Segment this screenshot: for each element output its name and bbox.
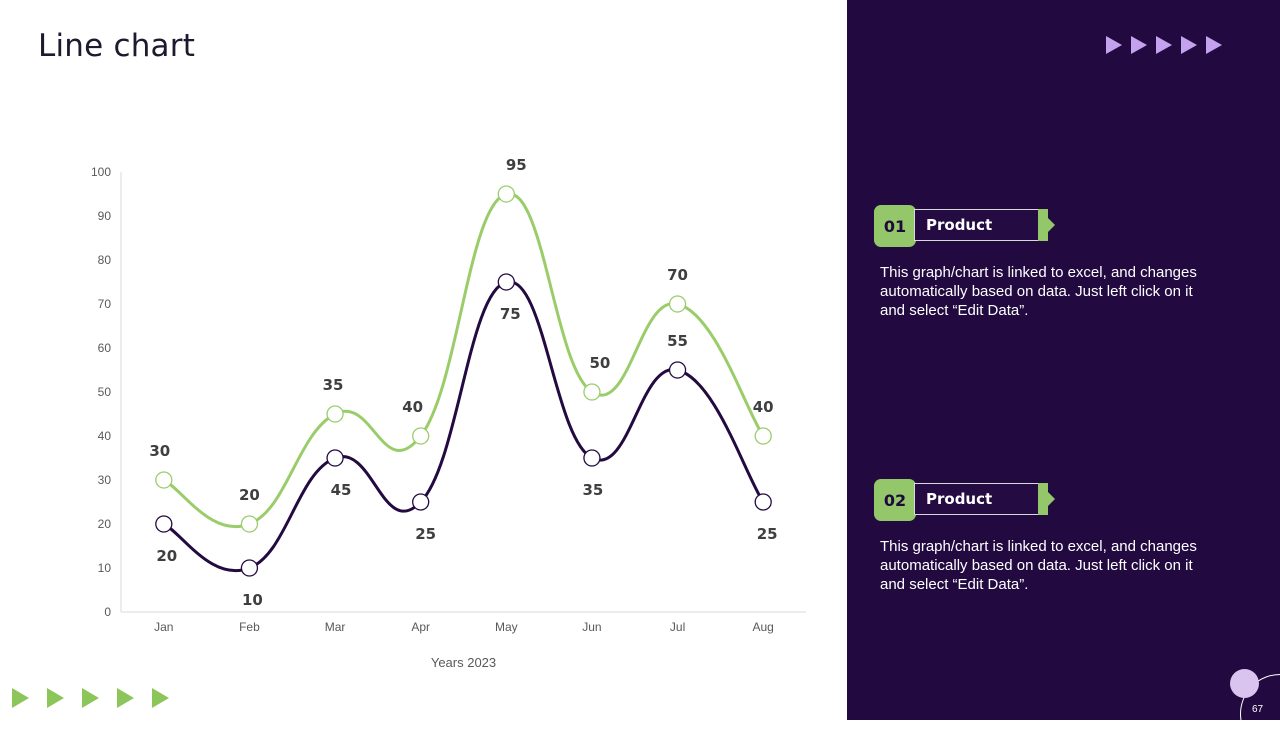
- x-tick-label: Feb: [239, 620, 260, 634]
- product-description-02: This graph/chart is linked to excel, and…: [880, 538, 1197, 593]
- play-arrow-icon: [1206, 36, 1222, 54]
- data-point: [754, 427, 772, 445]
- data-point: [326, 405, 344, 423]
- data-label: 50: [590, 354, 611, 372]
- y-tick-label: 30: [98, 473, 112, 487]
- play-arrow-icon: [1156, 36, 1172, 54]
- series-line-2: [163, 280, 765, 572]
- data-point: [155, 515, 173, 533]
- data-label: 40: [753, 398, 774, 416]
- data-label: 30: [149, 442, 170, 460]
- badge-accent: [1038, 209, 1048, 241]
- badge-label: Product: [926, 490, 993, 508]
- data-label: 35: [583, 481, 604, 499]
- y-tick-label: 40: [98, 429, 112, 443]
- badge-pointer-icon: [1048, 492, 1055, 506]
- right-panel: [847, 0, 1280, 720]
- page-decoration-circle: [1230, 669, 1259, 698]
- y-tick-label: 50: [98, 385, 112, 399]
- y-tick-label: 60: [98, 341, 112, 355]
- data-point: [668, 295, 687, 313]
- product-badge-01: 01 Product: [874, 205, 1074, 247]
- badge-accent: [1038, 483, 1048, 515]
- data-point: [583, 449, 601, 467]
- decorative-arrows-bottom: [12, 688, 169, 708]
- data-point: [412, 427, 430, 445]
- x-tick-label: Jun: [582, 620, 601, 634]
- x-tick-label: Mar: [325, 620, 346, 634]
- x-axis-title: Years 2023: [431, 655, 496, 670]
- line-chart: 0 10 20 30 40 50 60 70 80 90 100 Jan Feb Mar Apr May Jun…: [91, 156, 806, 670]
- page-number: 67: [1252, 704, 1264, 715]
- decorative-arrows-top: [1106, 36, 1222, 54]
- badge-pointer-icon: [1048, 218, 1055, 232]
- data-label: 35: [323, 376, 344, 394]
- y-tick-label: 100: [91, 165, 111, 179]
- badge-label-box: Product: [914, 209, 1055, 241]
- x-tick-label: Apr: [411, 620, 430, 634]
- y-tick-label: 20: [98, 517, 112, 531]
- play-arrow-icon: [152, 688, 169, 708]
- play-arrow-icon: [12, 688, 29, 708]
- product-description-01: This graph/chart is linked to excel, and…: [880, 264, 1197, 319]
- badge-label-box: Product: [914, 483, 1055, 515]
- data-label: 70: [667, 266, 688, 284]
- x-tick-label: Jul: [670, 620, 685, 634]
- y-tick-label: 0: [104, 605, 111, 619]
- x-tick-label: Jan: [154, 620, 173, 634]
- y-tick-label: 90: [98, 209, 112, 223]
- data-point: [326, 449, 344, 467]
- play-arrow-icon: [1181, 36, 1197, 54]
- product-badge-02: 02 Product: [874, 479, 1074, 521]
- badge-label: Product: [926, 216, 993, 234]
- data-label: 20: [156, 547, 177, 565]
- data-point: [240, 559, 259, 577]
- data-point: [668, 361, 687, 379]
- data-point: [155, 471, 173, 489]
- data-label: 75: [500, 305, 521, 323]
- data-label: 40: [402, 398, 423, 416]
- badge-number: 02: [874, 479, 916, 521]
- data-point: [240, 515, 259, 533]
- data-point: [412, 493, 430, 511]
- data-label: 20: [239, 486, 260, 504]
- play-arrow-icon: [1106, 36, 1122, 54]
- y-tick-label: 70: [98, 297, 112, 311]
- x-tick-label: Aug: [753, 620, 774, 634]
- data-label: 25: [415, 525, 436, 543]
- play-arrow-icon: [82, 688, 99, 708]
- play-arrow-icon: [117, 688, 134, 708]
- data-point: [497, 185, 515, 203]
- data-label: 25: [757, 525, 778, 543]
- data-point: [583, 383, 601, 401]
- data-label: 10: [242, 591, 263, 609]
- play-arrow-icon: [1131, 36, 1147, 54]
- play-arrow-icon: [47, 688, 64, 708]
- series-line-1: [163, 192, 765, 528]
- data-point: [497, 273, 515, 291]
- page-title: Line chart: [38, 28, 196, 64]
- data-label: 95: [506, 156, 527, 174]
- y-tick-label: 80: [98, 253, 112, 267]
- data-label: 45: [331, 481, 352, 499]
- badge-number: 01: [874, 205, 916, 247]
- data-label: 55: [667, 332, 688, 350]
- x-tick-label: May: [495, 620, 518, 634]
- y-tick-label: 10: [98, 561, 112, 575]
- data-point: [754, 493, 772, 511]
